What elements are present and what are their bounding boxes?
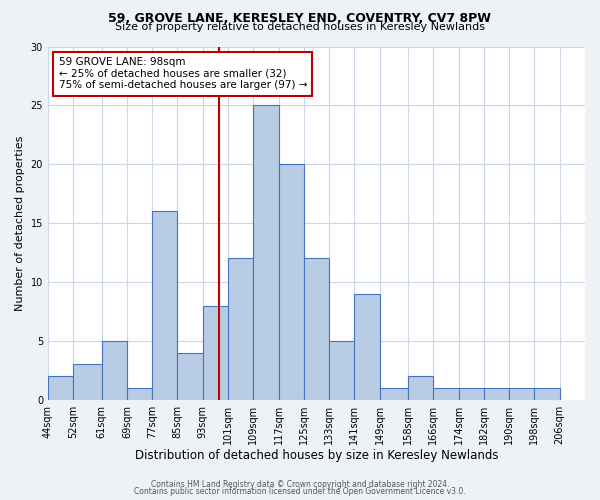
Bar <box>101 341 127 400</box>
Bar <box>178 352 203 400</box>
Bar <box>73 364 101 400</box>
Bar <box>458 388 484 400</box>
Y-axis label: Number of detached properties: Number of detached properties <box>15 136 25 311</box>
Bar <box>408 376 433 400</box>
X-axis label: Distribution of detached houses by size in Keresley Newlands: Distribution of detached houses by size … <box>135 450 498 462</box>
Bar <box>433 388 458 400</box>
Bar <box>278 164 304 400</box>
Bar <box>304 258 329 400</box>
Text: 59, GROVE LANE, KERESLEY END, COVENTRY, CV7 8PW: 59, GROVE LANE, KERESLEY END, COVENTRY, … <box>109 12 491 24</box>
Bar <box>484 388 509 400</box>
Bar <box>127 388 152 400</box>
Text: Contains HM Land Registry data © Crown copyright and database right 2024.: Contains HM Land Registry data © Crown c… <box>151 480 449 489</box>
Bar <box>253 106 278 400</box>
Bar <box>48 376 73 400</box>
Bar <box>152 212 178 400</box>
Bar <box>203 306 228 400</box>
Bar <box>509 388 535 400</box>
Bar <box>355 294 380 400</box>
Bar <box>329 341 355 400</box>
Text: Contains public sector information licensed under the Open Government Licence v3: Contains public sector information licen… <box>134 487 466 496</box>
Bar <box>535 388 560 400</box>
Bar <box>228 258 253 400</box>
Text: 59 GROVE LANE: 98sqm
← 25% of detached houses are smaller (32)
75% of semi-detac: 59 GROVE LANE: 98sqm ← 25% of detached h… <box>59 57 307 90</box>
Bar <box>380 388 408 400</box>
Text: Size of property relative to detached houses in Keresley Newlands: Size of property relative to detached ho… <box>115 22 485 32</box>
